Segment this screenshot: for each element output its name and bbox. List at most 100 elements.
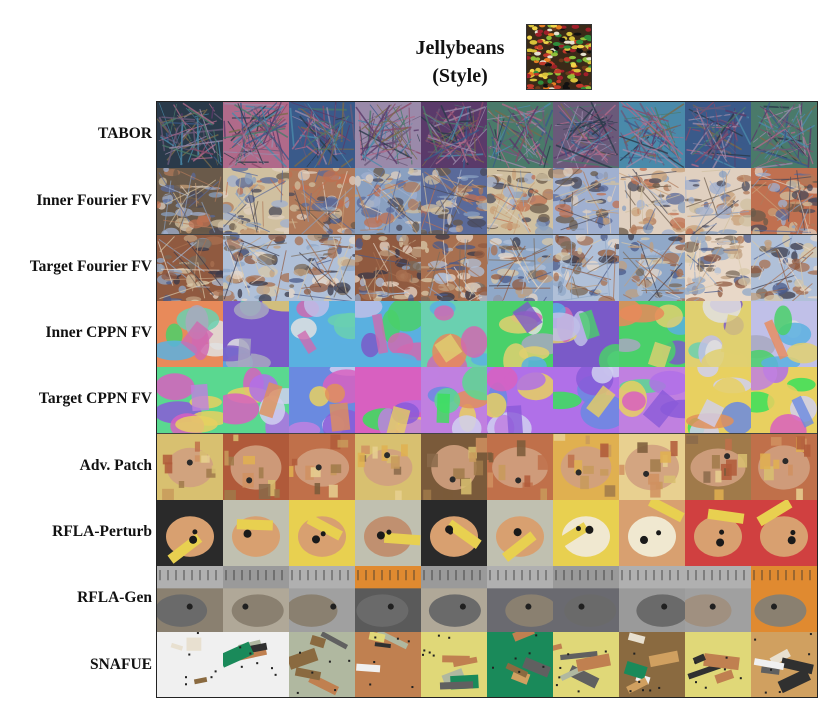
image-cell: [751, 433, 817, 500]
image-cell: [685, 566, 751, 633]
image-cell: [355, 234, 421, 301]
image-cell: [223, 632, 289, 697]
image-cell: [223, 234, 289, 301]
image-cell: [157, 102, 223, 168]
image-cell: [487, 367, 553, 434]
image-cell: [355, 632, 421, 697]
row-label: TABOR: [98, 125, 152, 143]
image-cell: [157, 566, 223, 633]
image-cell: [685, 433, 751, 500]
image-cell: [619, 433, 685, 500]
image-cell: [289, 300, 355, 367]
row-label: Target CPPN FV: [38, 390, 152, 408]
image-cell: [223, 102, 289, 168]
image-cell: [355, 433, 421, 500]
image-cell: [751, 632, 817, 697]
image-cell: [685, 234, 751, 301]
image-cell: [619, 499, 685, 566]
image-cell: [421, 367, 487, 434]
image-cell: [157, 168, 223, 235]
image-cell: [619, 102, 685, 168]
image-cell: [289, 566, 355, 633]
image-cell: [157, 433, 223, 500]
image-cell: [355, 499, 421, 566]
grid-row: [157, 499, 817, 566]
image-cell: [487, 433, 553, 500]
image-cell: [685, 168, 751, 235]
image-cell: [553, 102, 619, 168]
row-label: Target Fourier FV: [29, 257, 152, 275]
image-cell: [421, 632, 487, 697]
style-reference-image: [526, 24, 592, 90]
image-cell: [685, 499, 751, 566]
image-cell: [619, 168, 685, 235]
grid-row: [157, 168, 817, 235]
title-line-2: (Style): [432, 65, 488, 87]
image-cell: [355, 300, 421, 367]
grid-row: [157, 566, 817, 633]
image-cell: [487, 102, 553, 168]
image-cell: [223, 300, 289, 367]
grid-row: [157, 102, 817, 168]
row-label: RFLA-Perturb: [52, 522, 152, 540]
image-cell: [289, 102, 355, 168]
image-cell: [553, 433, 619, 500]
image-cell: [553, 300, 619, 367]
image-cell: [355, 367, 421, 434]
image-cell: [223, 499, 289, 566]
image-cell: [685, 367, 751, 434]
row-label: RFLA-Gen: [77, 589, 152, 607]
image-cell: [487, 632, 553, 697]
grid-row: [157, 367, 817, 434]
image-cell: [619, 566, 685, 633]
image-cell: [355, 102, 421, 168]
image-cell: [751, 300, 817, 367]
grid-row: [157, 300, 817, 367]
image-cell: [685, 632, 751, 697]
image-cell: [751, 367, 817, 434]
image-cell: [553, 632, 619, 697]
image-cell: [553, 566, 619, 633]
image-cell: [421, 566, 487, 633]
grid-row: [157, 433, 817, 500]
image-cell: [157, 632, 223, 697]
image-cell: [421, 499, 487, 566]
image-cell: [223, 367, 289, 434]
image-cell: [157, 300, 223, 367]
image-cell: [487, 234, 553, 301]
image-cell: [619, 367, 685, 434]
grid-row: [157, 632, 817, 697]
image-cell: [355, 168, 421, 235]
image-grid: [156, 101, 818, 698]
image-cell: [289, 632, 355, 697]
image-cell: [421, 433, 487, 500]
image-cell: [421, 234, 487, 301]
image-cell: [553, 367, 619, 434]
image-cell: [619, 632, 685, 697]
figure-title: Jellybeans (Style): [380, 34, 540, 90]
image-cell: [487, 566, 553, 633]
image-cell: [751, 499, 817, 566]
image-cell: [553, 234, 619, 301]
image-cell: [223, 168, 289, 235]
image-cell: [289, 234, 355, 301]
image-cell: [289, 433, 355, 500]
image-cell: [619, 300, 685, 367]
image-cell: [685, 102, 751, 168]
image-cell: [619, 234, 685, 301]
image-cell: [751, 234, 817, 301]
image-cell: [487, 168, 553, 235]
image-cell: [421, 300, 487, 367]
image-cell: [553, 168, 619, 235]
image-cell: [751, 102, 817, 168]
row-label: Adv. Patch: [79, 456, 152, 474]
row-label: SNAFUE: [89, 655, 152, 673]
image-cell: [487, 300, 553, 367]
image-cell: [289, 499, 355, 566]
image-cell: [355, 566, 421, 633]
image-cell: [421, 168, 487, 235]
image-cell: [751, 168, 817, 235]
image-cell: [487, 499, 553, 566]
title-line-1: Jellybeans: [415, 37, 505, 59]
row-label: Inner Fourier FV: [36, 191, 152, 209]
